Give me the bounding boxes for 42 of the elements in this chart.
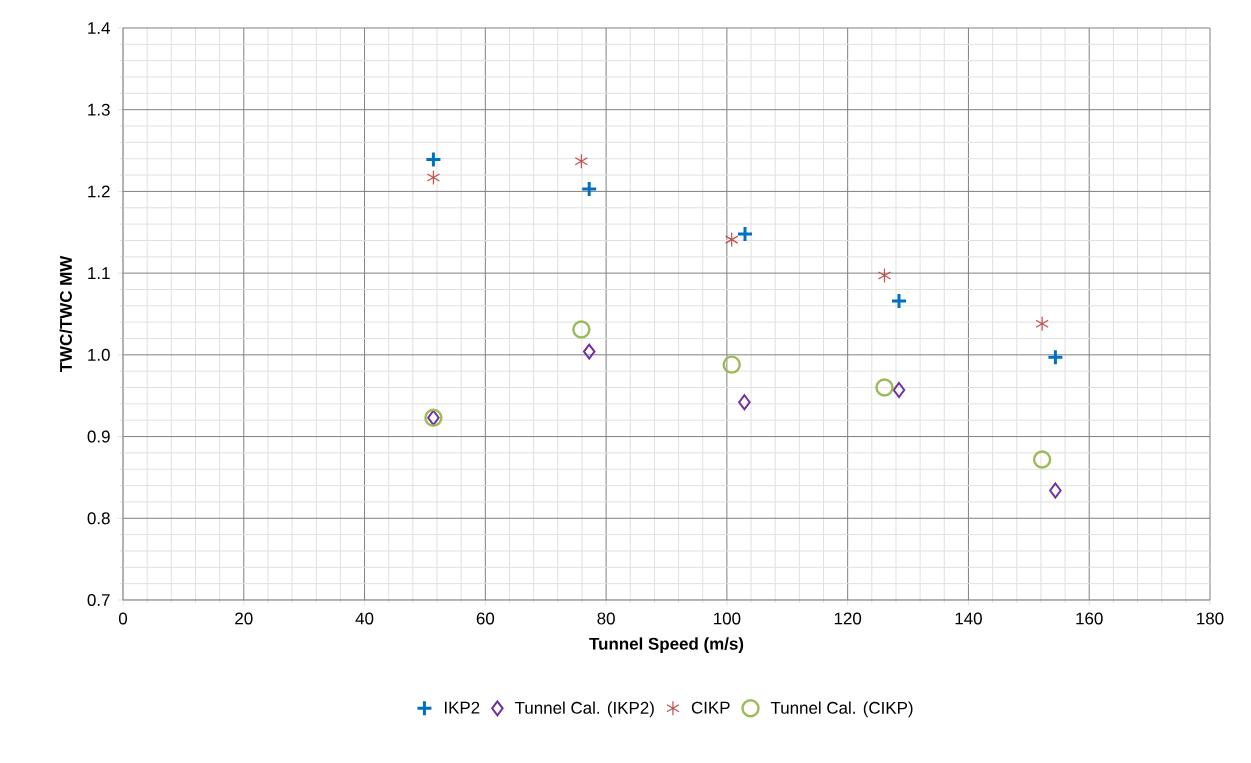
y-tick-label: 1.3 bbox=[88, 103, 110, 116]
y-tick-label: 0.7 bbox=[87, 593, 110, 606]
legend-label: IKP2 bbox=[444, 701, 480, 714]
point bbox=[738, 394, 751, 411]
point bbox=[890, 292, 908, 310]
point bbox=[877, 267, 892, 284]
x-tick-label: 80 bbox=[597, 612, 615, 625]
point bbox=[424, 151, 442, 169]
y-tick-label: 0.8 bbox=[87, 512, 110, 525]
point bbox=[582, 343, 596, 360]
y-axis-title: TWC/TWC MW bbox=[59, 255, 73, 373]
point bbox=[574, 153, 589, 169]
point bbox=[722, 355, 741, 374]
point bbox=[725, 232, 739, 248]
y-tick-label: 1.0 bbox=[88, 348, 110, 361]
point bbox=[1049, 482, 1062, 499]
x-tick-label: 140 bbox=[955, 612, 982, 625]
point bbox=[736, 225, 754, 243]
y-tick-label: 1.4 bbox=[88, 22, 110, 34]
point bbox=[875, 378, 894, 397]
y-tick-label: 0.9 bbox=[87, 430, 110, 443]
point bbox=[1035, 316, 1049, 332]
x-tick-label: 60 bbox=[476, 612, 495, 625]
point bbox=[1046, 348, 1064, 366]
legend-label: Tunnel Cal. (CIKP) bbox=[770, 701, 913, 718]
x-tick-label: 100 bbox=[714, 612, 741, 625]
point bbox=[580, 180, 598, 198]
legend-label: CIKP bbox=[691, 701, 730, 714]
y-tick-label: 1.1 bbox=[88, 267, 110, 279]
x-axis-title: Tunnel Speed (m/s) bbox=[589, 637, 744, 654]
point bbox=[1032, 450, 1052, 469]
x-tick-label: 0 bbox=[118, 612, 128, 625]
y-tick-label: 1.2 bbox=[88, 185, 110, 198]
point bbox=[572, 320, 591, 339]
x-tick-label: 160 bbox=[1076, 612, 1103, 625]
x-tick-label: 180 bbox=[1197, 612, 1224, 625]
x-tick-label: 20 bbox=[235, 612, 253, 625]
x-tick-label: 40 bbox=[355, 612, 374, 625]
point bbox=[892, 381, 906, 398]
x-tick-label: 120 bbox=[834, 612, 862, 625]
point bbox=[426, 169, 441, 186]
legend-label: Tunnel Cal. (IKP2) bbox=[515, 701, 654, 718]
